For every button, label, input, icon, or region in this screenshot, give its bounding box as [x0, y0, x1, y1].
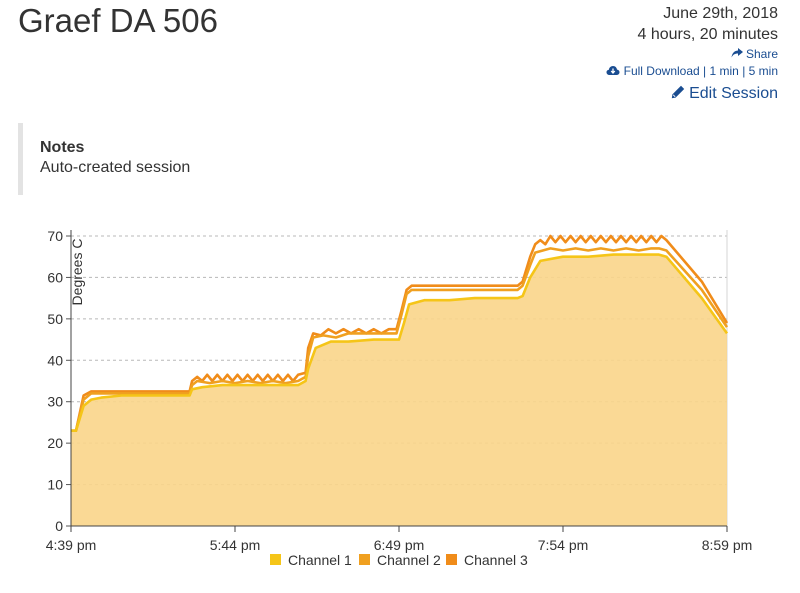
notes-body: Auto-created session: [40, 159, 191, 176]
notes-heading: Notes: [40, 139, 85, 156]
y-tick-label: 60: [47, 269, 63, 285]
separator: |: [742, 64, 746, 78]
legend-label: Channel 1: [288, 552, 352, 568]
download-row: Full Download | 1 min | 5 min: [606, 63, 778, 80]
edit-session-link[interactable]: Edit Session: [671, 85, 778, 102]
legend-item: Channel 1: [270, 552, 352, 568]
session-duration: 4 hours, 20 minutes: [637, 26, 778, 43]
legend-item: Channel 3: [446, 552, 528, 568]
y-tick-label: 40: [47, 352, 63, 368]
channel-2-line: [71, 247, 729, 432]
x-tick-label: 5:44 pm: [210, 537, 261, 553]
y-axis-label: Degrees C: [69, 239, 85, 306]
session-date: June 29th, 2018: [663, 5, 778, 22]
y-tick-label: 50: [47, 311, 63, 327]
legend-swatch: [446, 554, 457, 565]
edit-row: Edit Session: [606, 82, 778, 106]
channel-1-line: [71, 253, 729, 432]
y-tick-label: 30: [47, 394, 63, 410]
x-tick-label: 8:59 pm: [702, 537, 753, 553]
share-icon: [731, 48, 743, 58]
y-tick-label: 0: [55, 518, 63, 534]
pencil-icon: [671, 85, 684, 99]
share-link[interactable]: Share: [731, 47, 778, 61]
legend-swatch: [270, 554, 281, 565]
cloud-download-icon: [606, 66, 620, 75]
download-5min-link[interactable]: 5 min: [748, 64, 778, 78]
share-label: Share: [745, 47, 778, 61]
x-tick-label: 7:54 pm: [538, 537, 589, 553]
full-download-link[interactable]: Full Download: [606, 64, 703, 78]
download-1min-link[interactable]: 1 min: [709, 64, 739, 78]
session-meta: June 29th, 2018 4 hours, 20 minutes Shar…: [606, 4, 778, 106]
legend-item: Channel 2: [359, 552, 441, 568]
share-row: Share: [606, 46, 778, 63]
legend-swatch: [359, 554, 370, 565]
channel-1-area: [71, 254, 727, 526]
legend-label: Channel 3: [464, 552, 528, 568]
edit-session-label: Edit Session: [689, 85, 778, 102]
y-tick-label: 70: [47, 228, 63, 244]
legend-label: Channel 2: [377, 552, 441, 568]
channel-3-line: [71, 234, 729, 432]
full-download-label: Full Download: [623, 64, 700, 78]
separator: |: [703, 64, 707, 78]
y-tick-label: 20: [47, 435, 63, 451]
x-tick-label: 6:49 pm: [374, 537, 425, 553]
notes-panel: Notes Auto-created session: [18, 123, 318, 195]
x-tick-label: 4:39 pm: [46, 537, 97, 553]
y-tick-label: 10: [47, 477, 63, 493]
page-title: Graef DA 506: [18, 2, 218, 39]
